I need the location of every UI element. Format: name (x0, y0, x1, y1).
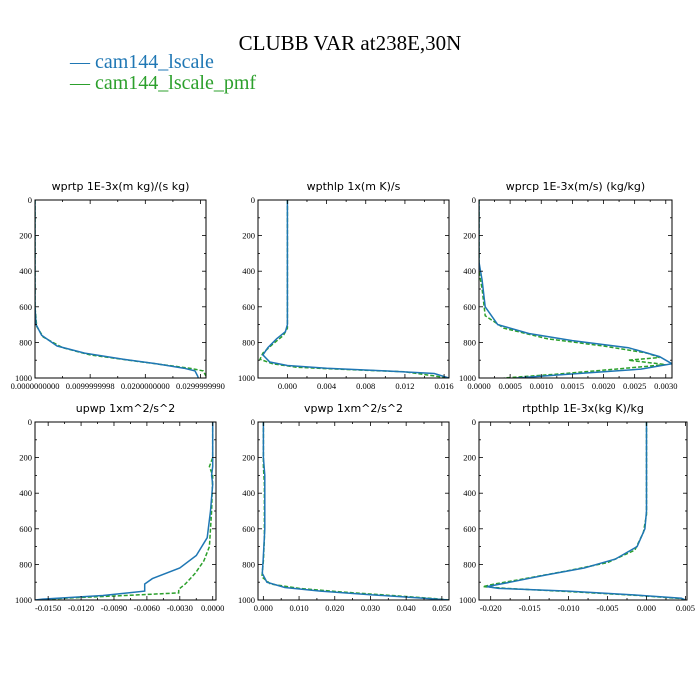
y-tick-label: 600 (463, 302, 476, 312)
x-tick-label: 0.000 (278, 381, 297, 391)
x-tick-label: 0.005 (676, 603, 695, 613)
y-tick-label: 600 (242, 524, 255, 534)
y-tick-label: 200 (19, 231, 32, 241)
x-tick-label: 0.0025 (623, 381, 646, 391)
panel-title: vpwp 1xm^2/s^2 (304, 402, 403, 415)
x-tick-label: -0.0120 (68, 603, 94, 613)
x-tick-label: 0.0020 (592, 381, 615, 391)
x-tick-label: 0.030 (361, 603, 380, 613)
legend-dash-2: — (69, 72, 95, 94)
y-tick-label: 0 (251, 195, 255, 205)
y-tick-label: 400 (19, 488, 32, 498)
y-tick-label: 400 (242, 488, 255, 498)
y-tick-label: 0 (28, 417, 32, 427)
y-tick-label: 0 (28, 195, 32, 205)
x-tick-label: -0.0030 (167, 603, 193, 613)
y-tick-label: 800 (19, 337, 32, 347)
x-tick-label: 0.0299999990 (176, 381, 225, 391)
x-tick-label: 0.010 (289, 603, 308, 613)
y-tick-label: 600 (19, 524, 32, 534)
x-tick-label: 0.016 (435, 381, 454, 391)
y-tick-label: 800 (242, 337, 255, 347)
y-tick-label: 200 (463, 231, 476, 241)
y-tick-label: 0 (251, 417, 255, 427)
y-tick-label: 200 (19, 453, 32, 463)
y-tick-label: 200 (242, 453, 255, 463)
x-tick-label: 0.0000000000 (11, 381, 60, 391)
y-tick-label: 1000 (15, 595, 32, 605)
x-tick-label: 0.0000 (467, 381, 490, 391)
y-tick-label: 0 (472, 195, 476, 205)
x-tick-label: -0.005 (597, 603, 619, 613)
y-tick-label: 200 (242, 231, 255, 241)
x-tick-label: 0.0015 (561, 381, 584, 391)
y-tick-label: 200 (463, 453, 476, 463)
x-tick-label: 0.0099999998 (66, 381, 115, 391)
y-tick-label: 1000 (459, 595, 476, 605)
figure-title: CLUBB VAR at238E,30N (239, 31, 462, 55)
panel-title: upwp 1xm^2/s^2 (76, 402, 176, 415)
x-tick-label: 0.012 (395, 381, 414, 391)
x-tick-label: 0.0030 (654, 381, 677, 391)
y-tick-label: 400 (463, 488, 476, 498)
panel-title: rtpthlp 1E-3x(kg K)/kg (522, 402, 644, 415)
x-tick-label: 0.0000 (201, 603, 224, 613)
x-tick-label: 0.0005 (498, 381, 521, 391)
x-tick-label: -0.020 (480, 603, 502, 613)
x-tick-label: 0.000 (637, 603, 656, 613)
panel-title: wpthlp 1x(m K)/s (307, 180, 401, 193)
x-tick-label: 0.008 (356, 381, 375, 391)
x-tick-label: -0.0090 (101, 603, 127, 613)
y-tick-label: 0 (472, 417, 476, 427)
panel-title: wprcp 1E-3x(m/s) (kg/kg) (506, 180, 645, 193)
y-tick-label: 600 (19, 302, 32, 312)
panel-title: wprtp 1E-3x(m kg)/(s kg) (52, 180, 190, 193)
legend-entry-2: — cam144_lscale_pmf (69, 72, 256, 94)
x-tick-label: 0.050 (432, 603, 451, 613)
y-tick-label: 1000 (238, 595, 255, 605)
x-tick-label: 0.040 (397, 603, 416, 613)
y-tick-label: 400 (242, 266, 255, 276)
x-tick-label: 0.000 (254, 603, 273, 613)
y-tick-label: 600 (463, 524, 476, 534)
x-tick-label: -0.015 (519, 603, 541, 613)
legend-label-2: cam144_lscale_pmf (95, 72, 256, 94)
y-tick-label: 800 (463, 337, 476, 347)
y-tick-label: 600 (242, 302, 255, 312)
x-tick-label: -0.0150 (35, 603, 61, 613)
legend-dash-1: — (69, 51, 95, 73)
x-tick-label: 0.004 (317, 381, 337, 391)
x-tick-label: -0.010 (558, 603, 580, 613)
y-tick-label: 400 (19, 266, 32, 276)
x-tick-label: -0.0060 (134, 603, 160, 613)
y-tick-label: 1000 (238, 373, 255, 383)
legend-label-1: cam144_lscale (95, 51, 214, 73)
y-tick-label: 800 (242, 559, 255, 569)
y-tick-label: 400 (463, 266, 476, 276)
legend-entry-1: — cam144_lscale (69, 51, 214, 73)
y-tick-label: 800 (19, 559, 32, 569)
y-tick-label: 800 (463, 559, 476, 569)
x-tick-label: 0.020 (325, 603, 344, 613)
x-tick-label: 0.0200000000 (121, 381, 170, 391)
x-tick-label: 0.0010 (530, 381, 553, 391)
